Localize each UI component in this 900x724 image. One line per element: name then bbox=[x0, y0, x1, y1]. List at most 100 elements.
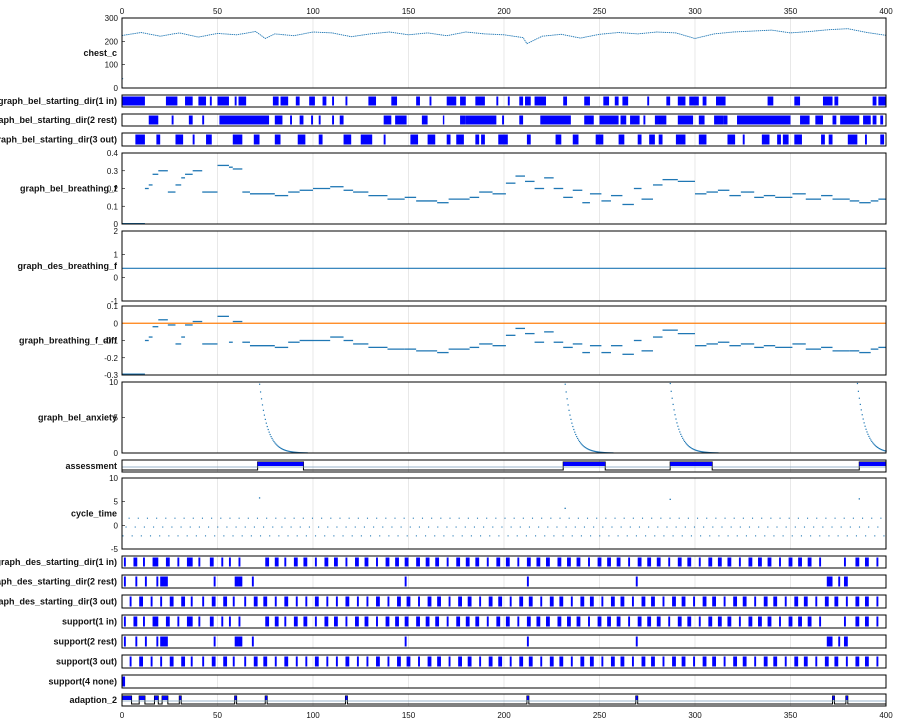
event-bar bbox=[748, 616, 753, 627]
data-point bbox=[455, 526, 457, 528]
event-bar bbox=[177, 557, 180, 567]
event-bar bbox=[387, 656, 390, 667]
event-bar bbox=[458, 656, 462, 667]
event-bar bbox=[209, 616, 214, 627]
event-bar bbox=[123, 557, 126, 567]
data-point bbox=[699, 450, 701, 452]
event-bar bbox=[324, 616, 329, 627]
data-point bbox=[507, 535, 509, 537]
data-point bbox=[800, 535, 802, 537]
data-point bbox=[382, 526, 384, 528]
data-point bbox=[862, 517, 864, 519]
data-point bbox=[265, 422, 267, 424]
event-bar bbox=[435, 557, 440, 567]
event-bar bbox=[540, 115, 571, 125]
panel-frame bbox=[121, 459, 887, 473]
event-bar bbox=[169, 596, 174, 607]
event-bar bbox=[800, 115, 810, 125]
event-bar bbox=[427, 656, 432, 667]
event-bar bbox=[181, 656, 186, 667]
data-point bbox=[574, 431, 576, 433]
event-bar bbox=[588, 616, 590, 627]
y-tick-label: 300 bbox=[105, 14, 119, 23]
event-bar bbox=[610, 596, 615, 607]
event-bar bbox=[589, 596, 594, 607]
y-tick-label: 0.1 bbox=[107, 302, 119, 311]
event-bar bbox=[733, 596, 738, 607]
event-bar bbox=[767, 616, 772, 627]
event-bar bbox=[716, 96, 726, 106]
event-bar bbox=[777, 134, 781, 145]
panel-frame bbox=[121, 230, 887, 302]
event-bar bbox=[219, 115, 270, 125]
event-bar bbox=[880, 134, 885, 145]
data-point bbox=[391, 526, 393, 528]
y-tick-label: 0.1 bbox=[107, 202, 119, 211]
event-bar bbox=[295, 656, 298, 667]
data-point bbox=[293, 517, 295, 519]
event-bar bbox=[274, 134, 281, 145]
event-bar bbox=[662, 596, 665, 607]
data-point bbox=[285, 450, 287, 452]
panel-des_start_2: graph_des_starting_dir(2 rest) bbox=[0, 574, 887, 589]
state-on bbox=[845, 696, 848, 700]
data-point bbox=[217, 526, 219, 528]
data-point bbox=[733, 517, 735, 519]
panel-adaption_2: adaption_2 bbox=[69, 693, 887, 707]
state-on bbox=[859, 462, 886, 466]
event-bar bbox=[738, 616, 741, 627]
event-bar bbox=[345, 557, 348, 567]
event-bar bbox=[465, 616, 470, 627]
event-bar bbox=[698, 134, 707, 145]
event-bar bbox=[742, 656, 747, 667]
data-point bbox=[843, 517, 845, 519]
y-tick-label: -0.2 bbox=[104, 354, 118, 363]
x-tick-label-bottom: 250 bbox=[593, 711, 607, 720]
data-point bbox=[684, 526, 686, 528]
data-point bbox=[159, 535, 161, 537]
data-point bbox=[875, 446, 878, 448]
event-bar bbox=[160, 576, 168, 587]
data-point bbox=[122, 535, 124, 537]
event-bar bbox=[486, 557, 489, 567]
y-tick-label: 0 bbox=[114, 220, 119, 229]
event-bar bbox=[206, 134, 212, 145]
data-point bbox=[629, 526, 631, 528]
event-bar bbox=[160, 636, 168, 647]
event-bar bbox=[293, 616, 298, 627]
y-tick-label: -0.1 bbox=[104, 337, 118, 346]
event-bar bbox=[637, 557, 642, 567]
data-point bbox=[594, 450, 596, 452]
event-bar bbox=[733, 656, 738, 667]
data-point bbox=[595, 450, 597, 453]
event-bar bbox=[190, 656, 193, 667]
data-point bbox=[590, 449, 592, 451]
event-bar bbox=[526, 134, 531, 145]
event-bar bbox=[689, 96, 699, 106]
data-point bbox=[280, 448, 283, 450]
event-bar bbox=[502, 115, 504, 125]
x-tick-label-top: 350 bbox=[784, 7, 798, 16]
data-point bbox=[153, 526, 155, 528]
event-bar bbox=[198, 616, 201, 627]
data-point bbox=[260, 398, 263, 400]
y-tick-label: 100 bbox=[105, 61, 119, 70]
event-bar bbox=[221, 557, 224, 567]
event-bar bbox=[299, 115, 304, 125]
data-point bbox=[666, 526, 668, 528]
event-bar bbox=[526, 557, 531, 567]
event-bar bbox=[588, 557, 590, 567]
data-point bbox=[882, 449, 884, 451]
y-tick-label: 2 bbox=[114, 227, 119, 236]
event-bar bbox=[668, 557, 671, 567]
data-point bbox=[137, 517, 139, 519]
event-bar bbox=[446, 616, 449, 627]
data-point bbox=[452, 535, 454, 537]
data-point bbox=[446, 526, 448, 528]
data-point bbox=[289, 450, 291, 453]
event-bar bbox=[345, 596, 350, 607]
panel-bel_start_2: graph_bel_starting_dir(2 rest) bbox=[0, 113, 887, 127]
event-bar bbox=[649, 134, 655, 145]
data-point bbox=[296, 451, 298, 454]
event-bar bbox=[631, 656, 634, 667]
